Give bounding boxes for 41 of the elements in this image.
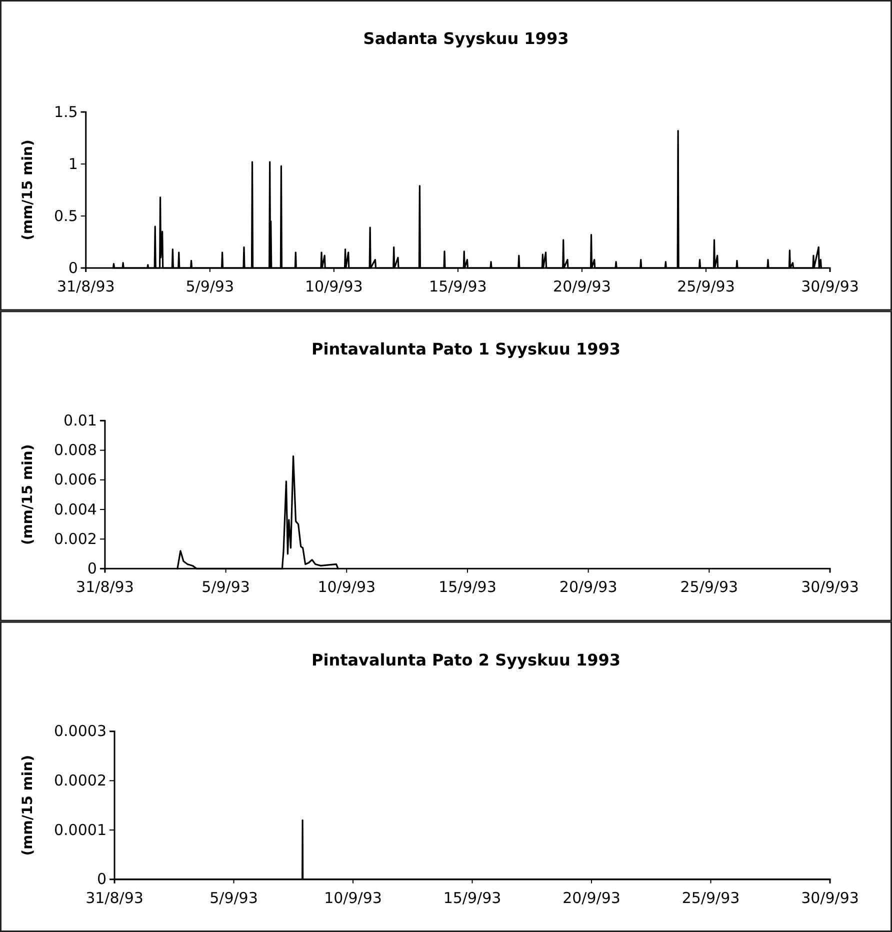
y-axis-title: (mm/15 min) (20, 444, 36, 546)
x-tick-label: 30/9/93 (801, 278, 859, 296)
x-tick-label: 5/9/93 (210, 888, 258, 907)
y-tick-label: 1 (68, 154, 78, 173)
chart-title: Pintavalunta Pato 2 Syyskuu 1993 (312, 650, 620, 670)
x-tick-label: 10/9/93 (318, 578, 376, 596)
y-tick-label: 0.0001 (54, 820, 106, 839)
chart-title: Pintavalunta Pato 1 Syyskuu 1993 (312, 340, 620, 359)
x-tick-label: 15/9/93 (438, 578, 496, 596)
x-tick-label: 25/9/93 (680, 578, 738, 596)
y-tick-label: 0.5 (54, 206, 78, 225)
x-tick-label: 31/8/93 (86, 888, 144, 907)
y-tick-label: 0 (87, 559, 97, 578)
y-axis-title: (mm/15 min) (20, 754, 36, 856)
x-tick-label: 31/8/93 (76, 578, 134, 596)
x-tick-label: 25/9/93 (677, 278, 735, 296)
x-tick-label: 20/9/93 (553, 278, 611, 296)
x-tick-label: 30/9/93 (801, 578, 859, 596)
y-tick-label: 0.0003 (54, 722, 106, 740)
x-tick-label: 10/9/93 (304, 278, 363, 296)
y-tick-label: 0.008 (54, 441, 97, 460)
y-tick-label: 0 (68, 258, 78, 277)
x-tick-label: 20/9/93 (559, 578, 618, 596)
x-tick-label: 25/9/93 (682, 888, 740, 907)
y-tick-label: 0.002 (54, 530, 97, 548)
x-tick-label: 5/9/93 (202, 578, 250, 596)
x-tick-label: 31/8/93 (56, 278, 115, 296)
y-axis-title: (mm/15 min) (20, 140, 36, 240)
y-tick-label: 0.006 (54, 470, 97, 489)
x-tick-label: 10/9/93 (324, 888, 382, 907)
x-tick-label: 15/9/93 (443, 888, 502, 907)
x-tick-label: 30/9/93 (801, 888, 859, 907)
y-tick-label: 0.004 (54, 500, 97, 518)
x-tick-label: 20/9/93 (562, 888, 620, 907)
y-tick-label: 0.01 (64, 411, 97, 430)
x-tick-label: 5/9/93 (186, 278, 234, 296)
chart-title: Sadanta Syyskuu 1993 (363, 29, 569, 48)
x-tick-label: 15/9/93 (429, 278, 487, 296)
y-tick-label: 1.5 (54, 102, 78, 121)
y-tick-label: 0 (96, 870, 106, 888)
y-tick-label: 0.0002 (54, 771, 106, 790)
